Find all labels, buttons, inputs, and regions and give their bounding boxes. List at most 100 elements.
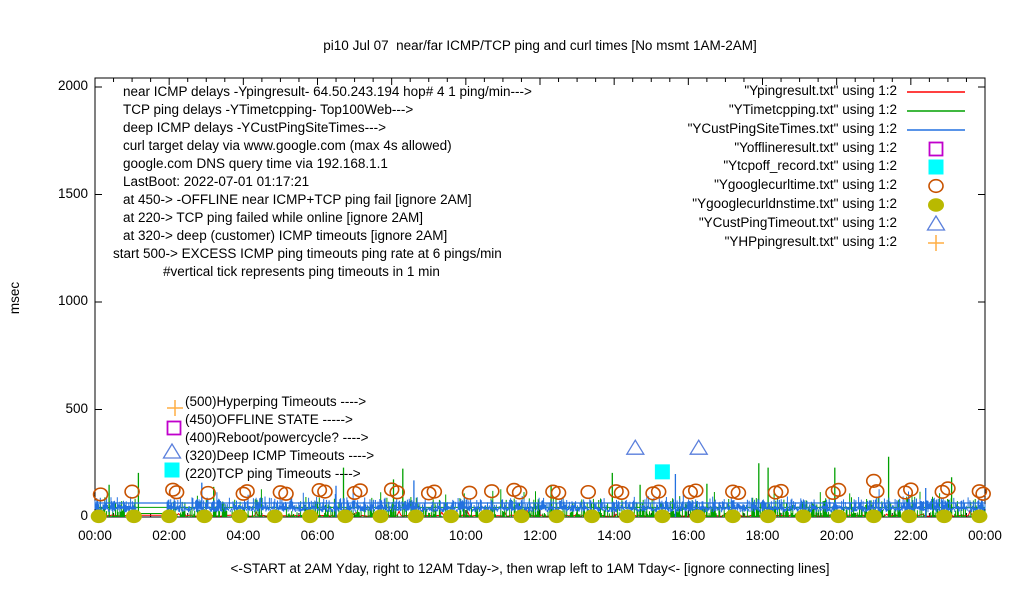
curl-time-point xyxy=(426,484,443,499)
curl-time-point xyxy=(613,485,630,501)
curl-time-point xyxy=(545,484,561,499)
legend-open-circle-glyph xyxy=(928,179,944,194)
x-tick-label: 00:00 xyxy=(968,528,1002,543)
legend-open-triangle-glyph xyxy=(926,214,946,231)
threshold-annotation-label: (220)TCP ping Timeouts ----> xyxy=(185,466,361,481)
legend-sample-glyph xyxy=(928,198,944,212)
curl-time-point xyxy=(580,484,597,500)
curl-time-point xyxy=(168,485,185,500)
dns-time-point xyxy=(724,509,741,524)
curl-time-point xyxy=(975,486,991,501)
dns-time-point xyxy=(161,509,178,524)
curl-time-point xyxy=(352,483,368,498)
info-text-line: at 320-> deep (customer) ICMP timeouts [… xyxy=(123,228,448,243)
legend-sample xyxy=(903,102,969,120)
info-text-line: #vertical tick represents ping timeouts … xyxy=(163,264,440,279)
legend-sample xyxy=(903,158,969,176)
curl-time-point xyxy=(461,485,478,500)
threshold-open-square-marker xyxy=(166,420,182,436)
curl-time-point xyxy=(92,487,109,502)
curl-time-point xyxy=(725,484,741,499)
dns-time-point xyxy=(936,509,953,524)
y-tick-label: 1000 xyxy=(57,293,88,308)
curl-time-point xyxy=(389,485,406,500)
y-tick-label: 0 xyxy=(80,508,88,523)
legend-label: "Yofflineresult.txt" using 1:2 xyxy=(734,139,897,155)
info-text-line: google.com DNS query time via 192.168.1.… xyxy=(123,156,388,171)
dns-time-point xyxy=(478,509,495,524)
dns-time-point xyxy=(266,509,283,524)
curl-time-point xyxy=(124,484,140,499)
info-text-line: near ICMP delays -Ypingresult- 64.50.243… xyxy=(123,84,532,99)
legend-sample xyxy=(903,140,969,158)
info-text-line: curl target delay via www.google.com (ma… xyxy=(123,138,452,153)
legend-sample-glyph xyxy=(907,128,965,131)
dns-time-point xyxy=(689,509,706,524)
curl-time-point xyxy=(200,485,216,501)
chart-title: pi10 Jul 07 near/far ICMP/TCP ping and c… xyxy=(323,38,757,53)
legend-label: "Ygooglecurltime.txt" using 1:2 xyxy=(714,177,897,193)
curl-time-point xyxy=(239,484,255,499)
curl-time-point xyxy=(278,486,294,501)
legend-sample-glyph xyxy=(926,214,946,231)
legend-sample xyxy=(903,121,969,139)
dns-time-point xyxy=(231,509,248,524)
x-tick-label: 22:00 xyxy=(893,528,928,543)
threshold-annotation-label: (320)Deep ICMP Timeouts ----> xyxy=(185,448,375,463)
x-tick-label: 12:00 xyxy=(523,528,557,543)
x-tick-label: 00:00 xyxy=(78,528,112,543)
dns-time-point xyxy=(619,509,636,524)
x-tick-label: 06:00 xyxy=(300,528,335,543)
info-text-line: at 450-> -OFFLINE near ICMP+TCP ping fai… xyxy=(123,192,472,207)
threshold-annotation-label: (500)Hyperping Timeouts ----> xyxy=(185,394,367,409)
legend-label: "Ypingresult.txt" using 1:2 xyxy=(744,83,897,98)
legend-open-square-glyph xyxy=(928,141,944,156)
legend-sample-glyph xyxy=(907,110,965,112)
cust-ping-timeout-point xyxy=(625,438,645,455)
info-text-line: deep ICMP delays -YCustPingSiteTimes---> xyxy=(123,120,386,135)
y-tick-label: 1500 xyxy=(57,185,88,201)
legend-label: "YCustPingSiteTimes.txt" using 1:2 xyxy=(687,120,897,136)
x-tick-label: 04:00 xyxy=(226,528,261,543)
legend-sample-glyph xyxy=(928,179,944,194)
threshold-open-triangle-marker xyxy=(162,442,182,459)
curl-time-point xyxy=(903,482,919,497)
dns-time-point xyxy=(971,509,988,524)
dns-time-point xyxy=(583,509,600,524)
dns-time-point xyxy=(654,509,671,524)
x-tick-label: 14:00 xyxy=(597,528,632,543)
x-axis-caption: <-START at 2AM Yday, right to 12AM Tday-… xyxy=(230,561,830,576)
curl-time-point xyxy=(865,473,882,488)
curl-time-point xyxy=(511,485,528,500)
curl-time-point xyxy=(730,485,747,501)
dns-time-point xyxy=(337,509,354,524)
curl-time-point xyxy=(165,482,181,497)
dns-time-point xyxy=(513,509,530,524)
dns-time-point xyxy=(125,509,142,524)
curl-time-point xyxy=(317,484,333,499)
x-tick-label: 02:00 xyxy=(152,528,187,543)
y-axis-label: msec xyxy=(7,281,22,315)
legend-sample xyxy=(903,83,969,101)
x-tick-label: 20:00 xyxy=(819,528,854,543)
legend-label: "YTimetcpping.txt" using 1:2 xyxy=(728,101,897,117)
legend-label: "YCustPingTimeout.txt" using 1:2 xyxy=(698,214,897,230)
dns-time-point xyxy=(443,509,459,524)
legend-filled-circle-glyph xyxy=(928,198,944,212)
curl-time-point xyxy=(868,484,885,499)
tcp-off-point xyxy=(654,464,670,480)
y-tick-label: 500 xyxy=(65,400,88,416)
curl-time-point xyxy=(550,485,567,501)
dns-time-point xyxy=(900,509,917,524)
x-tick-label: 08:00 xyxy=(374,528,409,543)
curl-time-point xyxy=(773,483,789,499)
dns-time-point xyxy=(795,509,812,524)
info-text-line: at 220-> TCP ping failed while online [i… xyxy=(123,210,424,225)
curl-time-point xyxy=(940,481,956,496)
dns-time-point xyxy=(760,509,777,524)
legend-sample-glyph xyxy=(928,159,944,175)
y-tick-label: 2000 xyxy=(57,78,88,93)
info-text-line: start 500-> EXCESS ICMP ping timeouts pi… xyxy=(113,246,502,261)
threshold-filled-square-marker xyxy=(164,462,180,478)
